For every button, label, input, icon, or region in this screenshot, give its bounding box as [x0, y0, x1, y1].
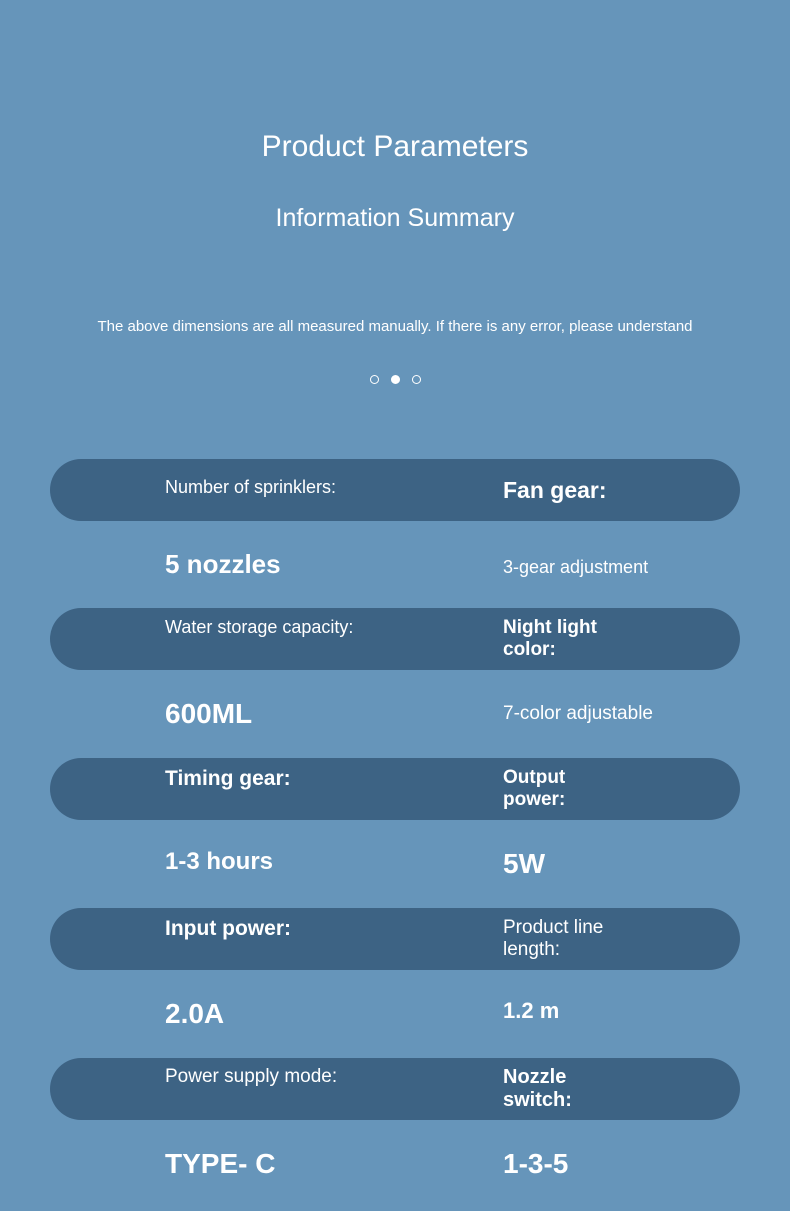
param-label-right: Fan gear: [503, 477, 625, 504]
param-value-left: 2.0A [165, 998, 503, 1030]
pagination-dots [50, 375, 740, 384]
param-label-left: Timing gear: [165, 767, 503, 811]
param-value-right: 1.2 m [503, 998, 740, 1030]
page-container: Product Parameters Information Summary T… [0, 0, 790, 1180]
param-pill: Input power: Product line length: [50, 908, 740, 970]
param-label-left: Input power: [165, 917, 503, 961]
param-value-right: 5W [503, 848, 740, 880]
param-row: Number of sprinklers: Fan gear: 5 nozzle… [50, 459, 740, 580]
dot-3 [412, 375, 421, 384]
param-value-left: 5 nozzles [165, 549, 503, 580]
param-pill: Power supply mode: Nozzle switch: [50, 1058, 740, 1120]
param-values: 5 nozzles 3-gear adjustment [50, 521, 740, 580]
param-label-right: Nozzle switch: [503, 1066, 625, 1112]
param-value-left: 1-3 hours [165, 848, 503, 880]
param-value-right: 3-gear adjustment [503, 549, 740, 580]
param-row: Water storage capacity: Night light colo… [50, 608, 740, 730]
param-pill: Number of sprinklers: Fan gear: [50, 459, 740, 521]
param-values: TYPE- C 1-3-5 [50, 1120, 740, 1180]
dot-2 [391, 375, 400, 384]
param-label-left: Power supply mode: [165, 1066, 503, 1112]
param-label-left: Number of sprinklers: [165, 477, 503, 504]
param-row: Timing gear: Output power: 1-3 hours 5W [50, 758, 740, 880]
param-value-right: 7-color adjustable [503, 698, 740, 730]
disclaimer-text: The above dimensions are all measured ma… [50, 318, 740, 335]
param-row: Input power: Product line length: 2.0A 1… [50, 908, 740, 1030]
param-label-left: Water storage capacity: [165, 617, 503, 661]
page-subtitle: Information Summary [50, 204, 740, 233]
param-label-right: Night light color: [503, 617, 625, 661]
param-values: 1-3 hours 5W [50, 820, 740, 880]
dot-1 [370, 375, 379, 384]
param-label-right: Product line length: [503, 917, 625, 961]
param-row: Power supply mode: Nozzle switch: TYPE- … [50, 1058, 740, 1180]
param-label-right: Output power: [503, 767, 625, 811]
param-value-right: 1-3-5 [503, 1148, 740, 1180]
param-value-left: TYPE- C [165, 1148, 503, 1180]
param-pill: Water storage capacity: Night light colo… [50, 608, 740, 670]
param-value-left: 600ML [165, 698, 503, 730]
param-values: 2.0A 1.2 m [50, 970, 740, 1030]
param-values: 600ML 7-color adjustable [50, 670, 740, 730]
page-title: Product Parameters [50, 130, 740, 164]
param-pill: Timing gear: Output power: [50, 758, 740, 820]
